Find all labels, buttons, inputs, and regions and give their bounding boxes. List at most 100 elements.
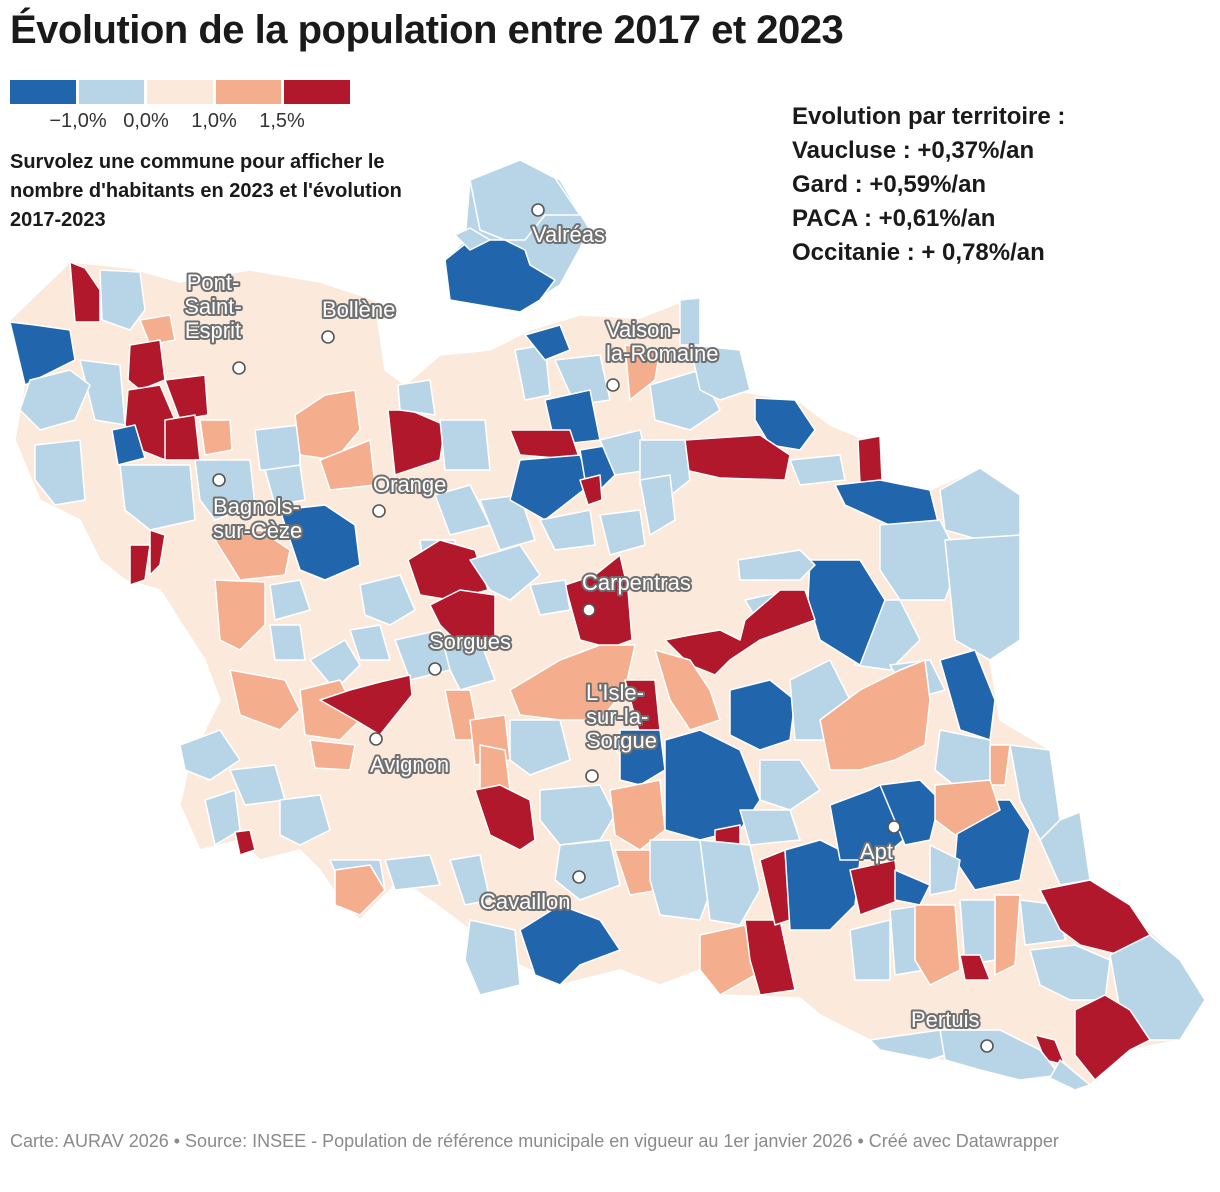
commune-shape[interactable] — [111, 424, 146, 466]
commune-shape[interactable] — [944, 534, 1021, 661]
commune-shape[interactable] — [654, 649, 721, 731]
commune-shape[interactable] — [429, 589, 496, 641]
commune-shape[interactable] — [879, 519, 961, 601]
commune-shape[interactable] — [264, 464, 306, 506]
commune-shape[interactable] — [469, 159, 581, 241]
commune-shape[interactable] — [929, 844, 961, 896]
commune-shape[interactable] — [69, 261, 101, 323]
commune-shape[interactable] — [554, 839, 621, 901]
commune-shape[interactable] — [599, 509, 646, 556]
commune-shape[interactable] — [319, 439, 376, 491]
commune-shape[interactable] — [539, 509, 596, 551]
commune-shape[interactable] — [784, 839, 861, 931]
commune-shape[interactable] — [164, 374, 209, 421]
commune-shape[interactable] — [449, 854, 491, 906]
commune-shape[interactable] — [349, 624, 391, 661]
commune-shape[interactable] — [127, 339, 166, 391]
commune-shape[interactable] — [309, 739, 356, 771]
commune-shape[interactable] — [989, 744, 1011, 786]
commune-shape[interactable] — [254, 424, 301, 471]
commune-shape[interactable] — [439, 419, 491, 471]
commune-shape[interactable] — [99, 269, 146, 331]
commune-shape[interactable] — [407, 539, 489, 601]
commune-shape[interactable] — [619, 729, 666, 786]
commune-shape[interactable] — [664, 589, 816, 676]
commune-shape[interactable] — [199, 419, 233, 456]
commune-shapes[interactable] — [9, 159, 1206, 1091]
commune-shape[interactable] — [229, 669, 301, 731]
commune-shape[interactable] — [319, 674, 413, 736]
commune-shape[interactable] — [939, 467, 1021, 541]
commune-shape[interactable] — [269, 579, 311, 621]
commune-shape[interactable] — [279, 794, 331, 846]
commune-shape[interactable] — [139, 314, 176, 346]
commune-shape[interactable] — [1039, 811, 1091, 886]
commune-shape[interactable] — [939, 1029, 1061, 1081]
commune-shape[interactable] — [119, 464, 196, 531]
commune-shape[interactable] — [454, 227, 491, 251]
commune-shape[interactable] — [639, 474, 676, 536]
commune-shape[interactable] — [464, 919, 521, 996]
commune-shape[interactable] — [914, 904, 961, 986]
commune-shape[interactable] — [149, 529, 166, 576]
commune-shape[interactable] — [214, 579, 266, 651]
commune-shape[interactable] — [509, 644, 636, 721]
commune-shape[interactable] — [469, 544, 541, 601]
commune-shape[interactable] — [79, 359, 126, 426]
commune-shape[interactable] — [179, 729, 241, 781]
commune-shape[interactable] — [524, 324, 571, 361]
commune-shape[interactable] — [539, 784, 616, 846]
commune-shape[interactable] — [397, 379, 436, 416]
commune-shape[interactable] — [564, 554, 633, 649]
commune-shape[interactable] — [9, 321, 76, 386]
commune-shape[interactable] — [479, 494, 536, 551]
commune-shape[interactable] — [509, 719, 571, 776]
commune-shape[interactable] — [279, 504, 361, 581]
commune-shape[interactable] — [759, 759, 821, 811]
commune-shape[interactable] — [699, 839, 761, 926]
commune-shape[interactable] — [959, 899, 996, 966]
commune-shape[interactable] — [129, 544, 151, 586]
commune-shape[interactable] — [444, 239, 556, 313]
commune-shape[interactable] — [699, 924, 756, 996]
commune-shape[interactable] — [164, 414, 201, 461]
commune-shape[interactable] — [529, 579, 571, 616]
commune-shape[interactable] — [679, 297, 701, 346]
commune-shape[interactable] — [729, 679, 796, 751]
commune-shape[interactable] — [789, 454, 846, 486]
commune-shape[interactable] — [474, 784, 536, 851]
commune-shape[interactable] — [519, 904, 621, 986]
commune-shape[interactable] — [1049, 1059, 1091, 1091]
commune-shape[interactable] — [194, 459, 256, 521]
commune-shape[interactable] — [857, 435, 883, 486]
commune-shape[interactable] — [34, 439, 86, 506]
commune-shape[interactable] — [294, 389, 361, 461]
commune-shape[interactable] — [384, 854, 441, 891]
commune-shape[interactable] — [554, 354, 611, 406]
commune-shape[interactable] — [959, 954, 991, 981]
commune-shape[interactable] — [739, 809, 801, 846]
commune-shape[interactable] — [1074, 994, 1151, 1081]
commune-shape[interactable] — [359, 574, 416, 626]
legend-swatch-5 — [284, 80, 350, 104]
commune-shape[interactable] — [269, 624, 306, 661]
commune-shape[interactable] — [309, 639, 361, 691]
commune-shape[interactable] — [689, 344, 751, 401]
commune-shape[interactable] — [234, 829, 256, 856]
commune-shape[interactable] — [204, 789, 241, 846]
commune-shape[interactable] — [754, 397, 816, 451]
commune-shape[interactable] — [624, 344, 661, 401]
commune-shape[interactable] — [439, 639, 496, 691]
commune-shape[interactable] — [579, 474, 603, 506]
commune-shape[interactable] — [334, 864, 386, 916]
commune-shape[interactable] — [479, 744, 511, 791]
commune-shape[interactable] — [934, 779, 1001, 836]
commune-shape[interactable] — [819, 659, 931, 771]
commune-shape[interactable] — [737, 549, 816, 581]
commune-shape[interactable] — [849, 919, 891, 981]
commune-shape[interactable] — [939, 649, 996, 741]
commune-shape[interactable] — [214, 529, 291, 581]
commune-shape[interactable] — [509, 454, 591, 521]
commune-shape[interactable] — [19, 369, 91, 431]
